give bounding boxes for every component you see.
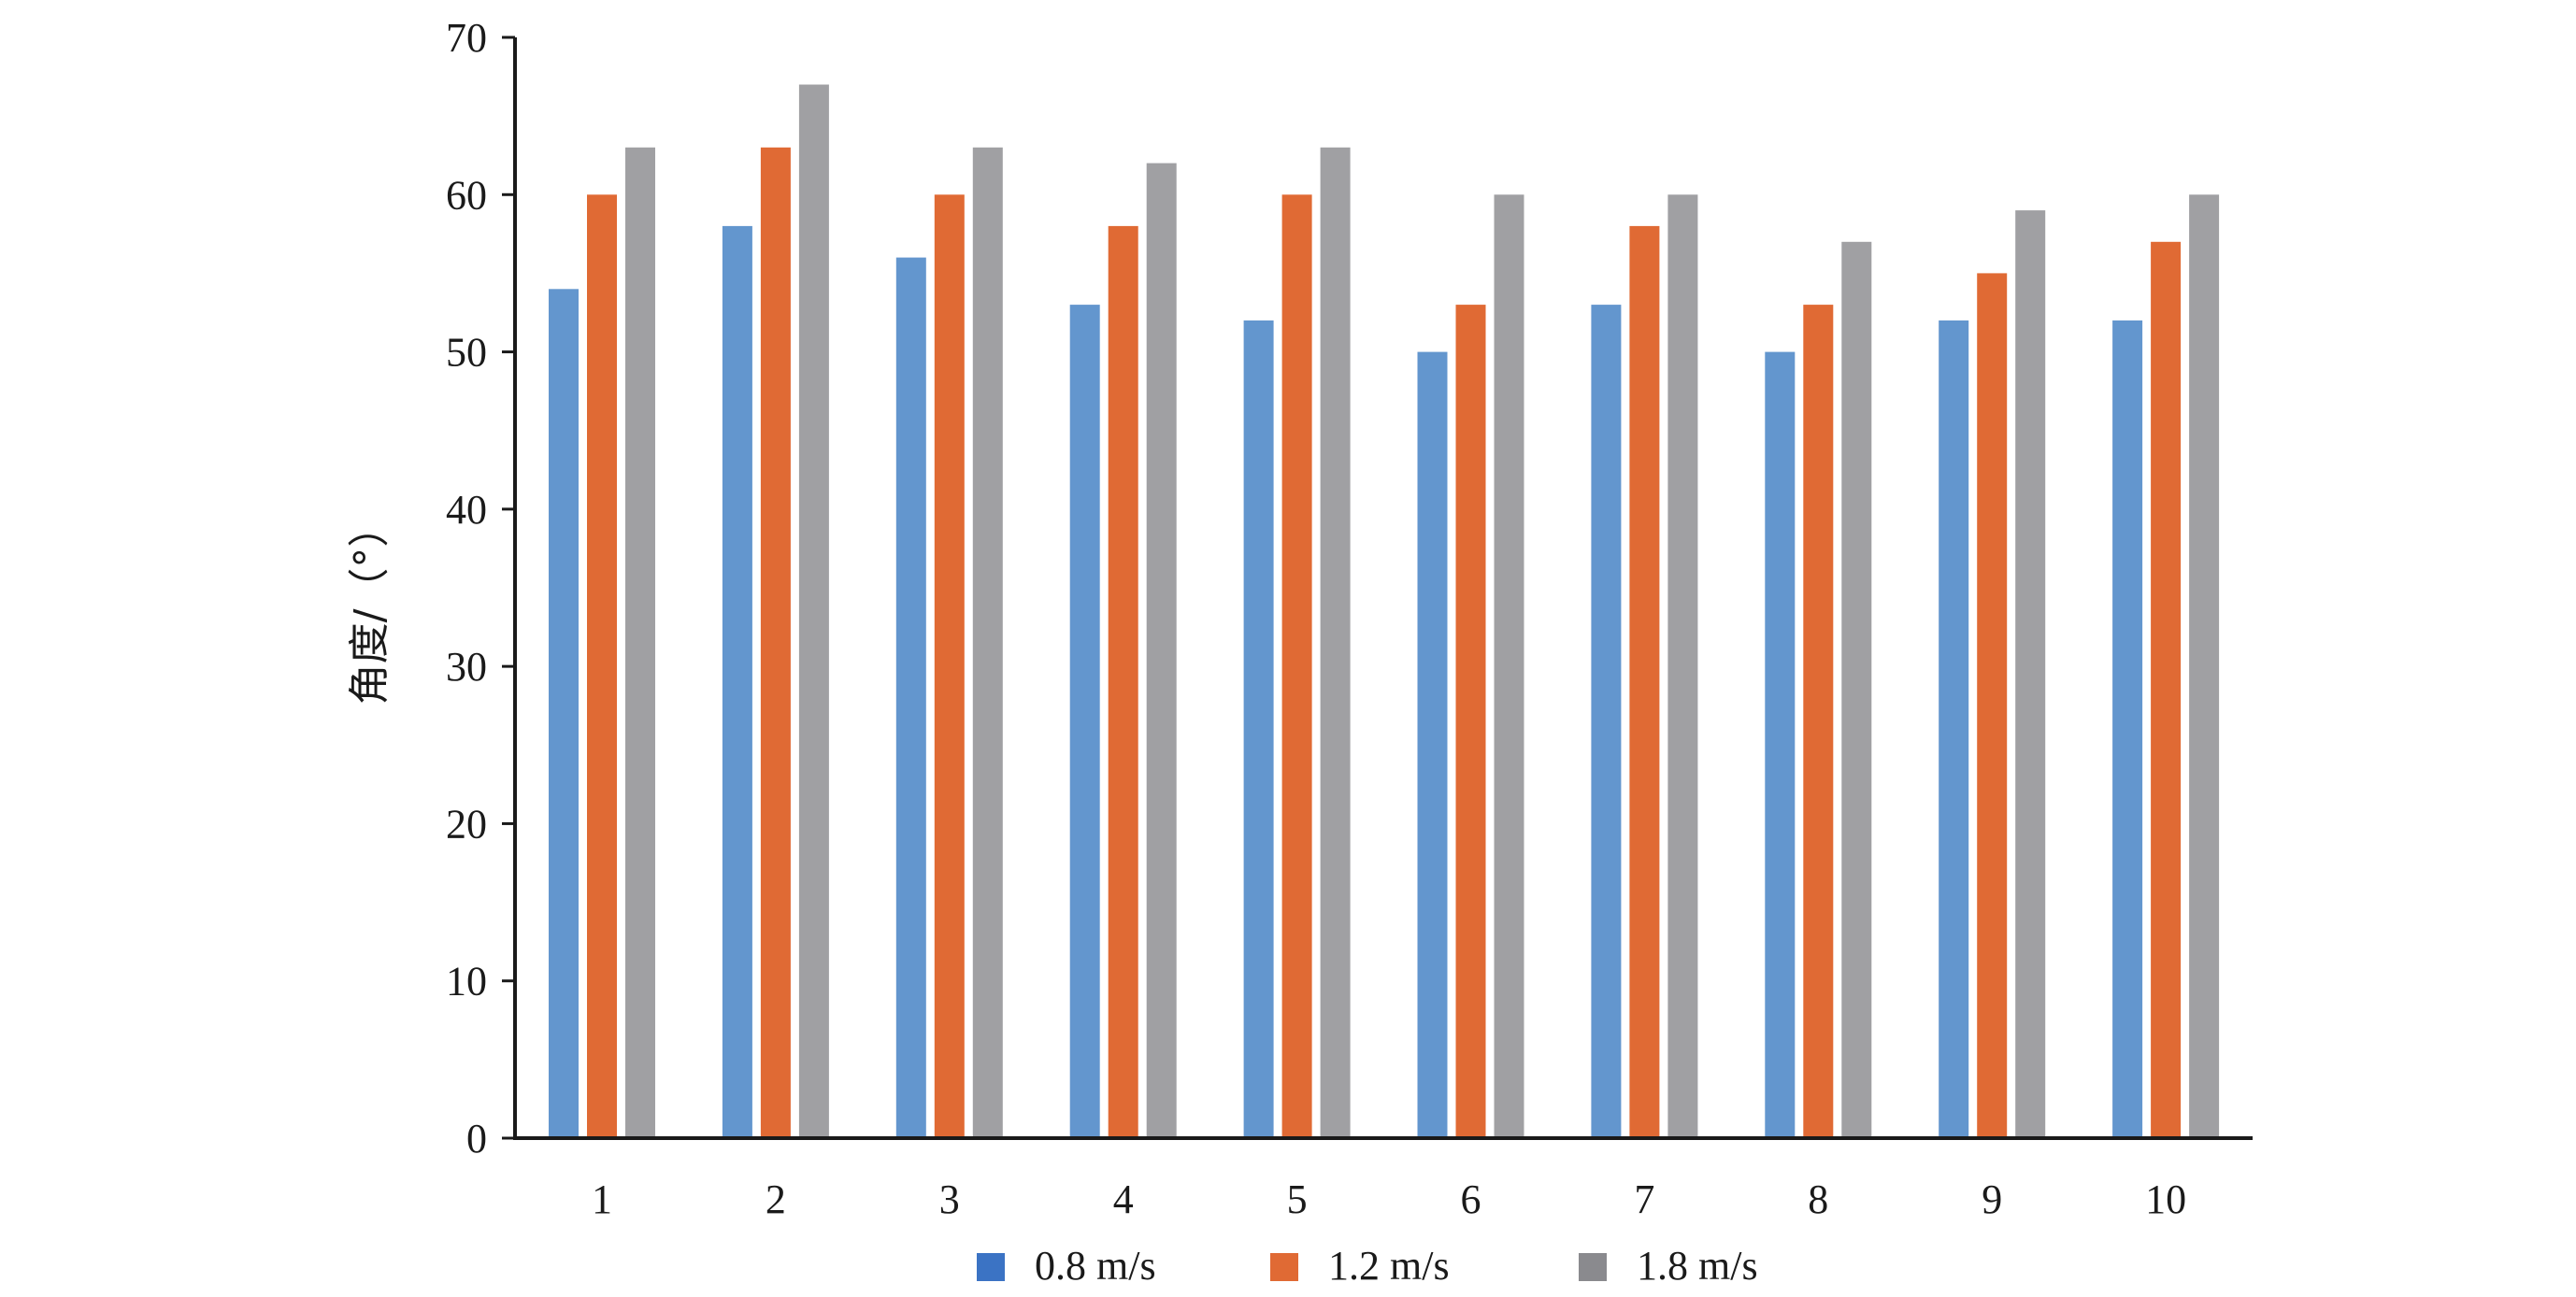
bar-series-3-category-3 <box>972 147 1003 1138</box>
bar-series-1-category-10 <box>2112 320 2143 1138</box>
bar-series-1-category-2 <box>722 225 752 1138</box>
bar-series-1-category-3 <box>895 257 926 1139</box>
bar-series-1-category-1 <box>549 289 579 1138</box>
x-tick-label: 9 <box>1982 1176 2002 1222</box>
legend-label-1: 0.8 m/s <box>1035 1243 1156 1289</box>
bar-series-3-category-8 <box>1841 241 1872 1138</box>
legend-swatch-2 <box>1270 1253 1298 1281</box>
y-tick-label: 70 <box>446 15 487 61</box>
bar-series-2-category-6 <box>1455 305 1486 1139</box>
bar-series-3-category-1 <box>625 147 655 1138</box>
bar-series-3-category-5 <box>1320 147 1351 1138</box>
bar-series-2-category-1 <box>587 194 617 1139</box>
x-tick-labels: 1 2 3 4 5 6 7 8 9 10 <box>592 1176 2186 1222</box>
bar-series-2-category-8 <box>1803 305 1834 1139</box>
bar-series-2-category-3 <box>934 194 965 1139</box>
x-tick-label: 5 <box>1287 1176 1308 1222</box>
legend-swatch-1 <box>977 1253 1005 1281</box>
bar-series-2-category-9 <box>1977 273 2008 1138</box>
bar-series-3-category-10 <box>2189 194 2220 1139</box>
bar-series-1-category-5 <box>1243 320 1274 1138</box>
bar-series-1-category-6 <box>1417 351 1448 1139</box>
bar-series-1-category-4 <box>1069 305 1100 1139</box>
legend: 0.8 m/s 1.2 m/s 1.8 m/s <box>977 1243 1758 1289</box>
legend-swatch-3 <box>1579 1253 1607 1281</box>
bar-series-2-category-5 <box>1281 194 1312 1139</box>
y-tick-label: 60 <box>446 172 487 218</box>
x-tick-label: 3 <box>939 1176 960 1222</box>
y-tick-label: 50 <box>446 330 487 376</box>
legend-label-3: 1.8 m/s <box>1637 1243 1758 1289</box>
y-tick-label: 0 <box>466 1116 487 1162</box>
bar-series-1-category-9 <box>1939 320 1969 1138</box>
bar-series-3-category-2 <box>798 84 829 1138</box>
bar-series-3-category-4 <box>1146 163 1177 1139</box>
bar-series-3-category-6 <box>1494 194 1524 1139</box>
legend-label-2: 1.2 m/s <box>1328 1243 1450 1289</box>
bars-layer <box>549 84 2220 1139</box>
y-tick-label: 30 <box>446 644 487 690</box>
bar-series-3-category-9 <box>2015 210 2046 1139</box>
x-tick-label: 10 <box>2145 1176 2186 1222</box>
x-tick-label: 1 <box>592 1176 612 1222</box>
x-tick-label: 6 <box>1461 1176 1481 1222</box>
bar-series-2-category-7 <box>1629 225 1660 1138</box>
y-tick-labels: 0 10 20 30 40 50 60 70 <box>446 15 487 1162</box>
axes-layer <box>502 36 2253 1140</box>
x-tick-label: 2 <box>766 1176 786 1222</box>
x-tick-label: 8 <box>1808 1176 1828 1222</box>
bar-series-2-category-10 <box>2151 241 2182 1138</box>
bar-series-2-category-2 <box>760 147 791 1138</box>
y-tick-label: 40 <box>446 487 487 533</box>
bar-series-3-category-7 <box>1667 194 1698 1139</box>
y-tick-label: 20 <box>446 801 487 847</box>
x-tick-label: 4 <box>1113 1176 1134 1222</box>
bar-series-1-category-7 <box>1591 305 1622 1139</box>
bar-series-1-category-8 <box>1765 351 1796 1139</box>
y-tick-label: 10 <box>446 959 487 1005</box>
bar-series-2-category-4 <box>1108 225 1138 1138</box>
x-tick-label: 7 <box>1634 1176 1654 1222</box>
y-axis-title: 角度/（°） <box>346 506 394 706</box>
